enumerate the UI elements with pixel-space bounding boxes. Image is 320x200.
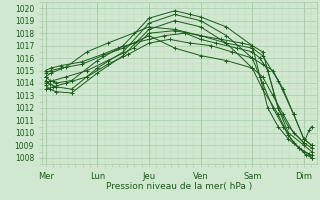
- X-axis label: Pression niveau de la mer( hPa ): Pression niveau de la mer( hPa ): [106, 182, 252, 191]
